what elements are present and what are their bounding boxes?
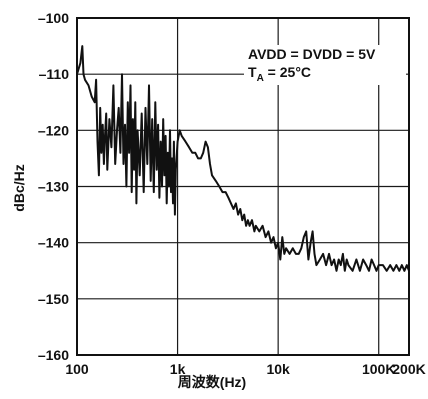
annotation-line1: AVDD = DVDD = 5V [248, 46, 376, 62]
annotation-line2: TA = 25°C [248, 64, 311, 84]
x-tick-label-4: 200K [392, 361, 425, 377]
plot-frame [76, 17, 410, 356]
annotation-line2-sub: A [257, 73, 264, 84]
annotation-line2-rest: = 25°C [264, 64, 311, 80]
y-tick-label-5: –150 [38, 291, 69, 307]
y-tick-label-6: –160 [38, 347, 69, 363]
annotation-line2-main: T [248, 64, 257, 80]
x-tick-label-3: 100K [362, 361, 395, 377]
y-tick-label-4: –140 [38, 235, 69, 251]
x-axis-label: 周波数(Hz) [178, 374, 246, 390]
annotation-background [244, 45, 406, 85]
series-line-0 [76, 45, 410, 272]
x-tick-label-0: 100 [65, 361, 89, 377]
y-tick-label-3: –130 [38, 179, 69, 195]
y-tick-label-2: –120 [38, 122, 69, 138]
x-tick-label-1: 1k [170, 361, 186, 377]
annotation-box: AVDD = DVDD = 5V TA = 25°C [244, 45, 406, 85]
y-tick-label-1: –110 [39, 66, 70, 82]
x-tick-label-2: 10k [266, 361, 290, 377]
y-axis-label: dBc/Hz [11, 164, 27, 211]
y-tick-label-0: –100 [38, 10, 69, 26]
series-layer [76, 45, 410, 272]
